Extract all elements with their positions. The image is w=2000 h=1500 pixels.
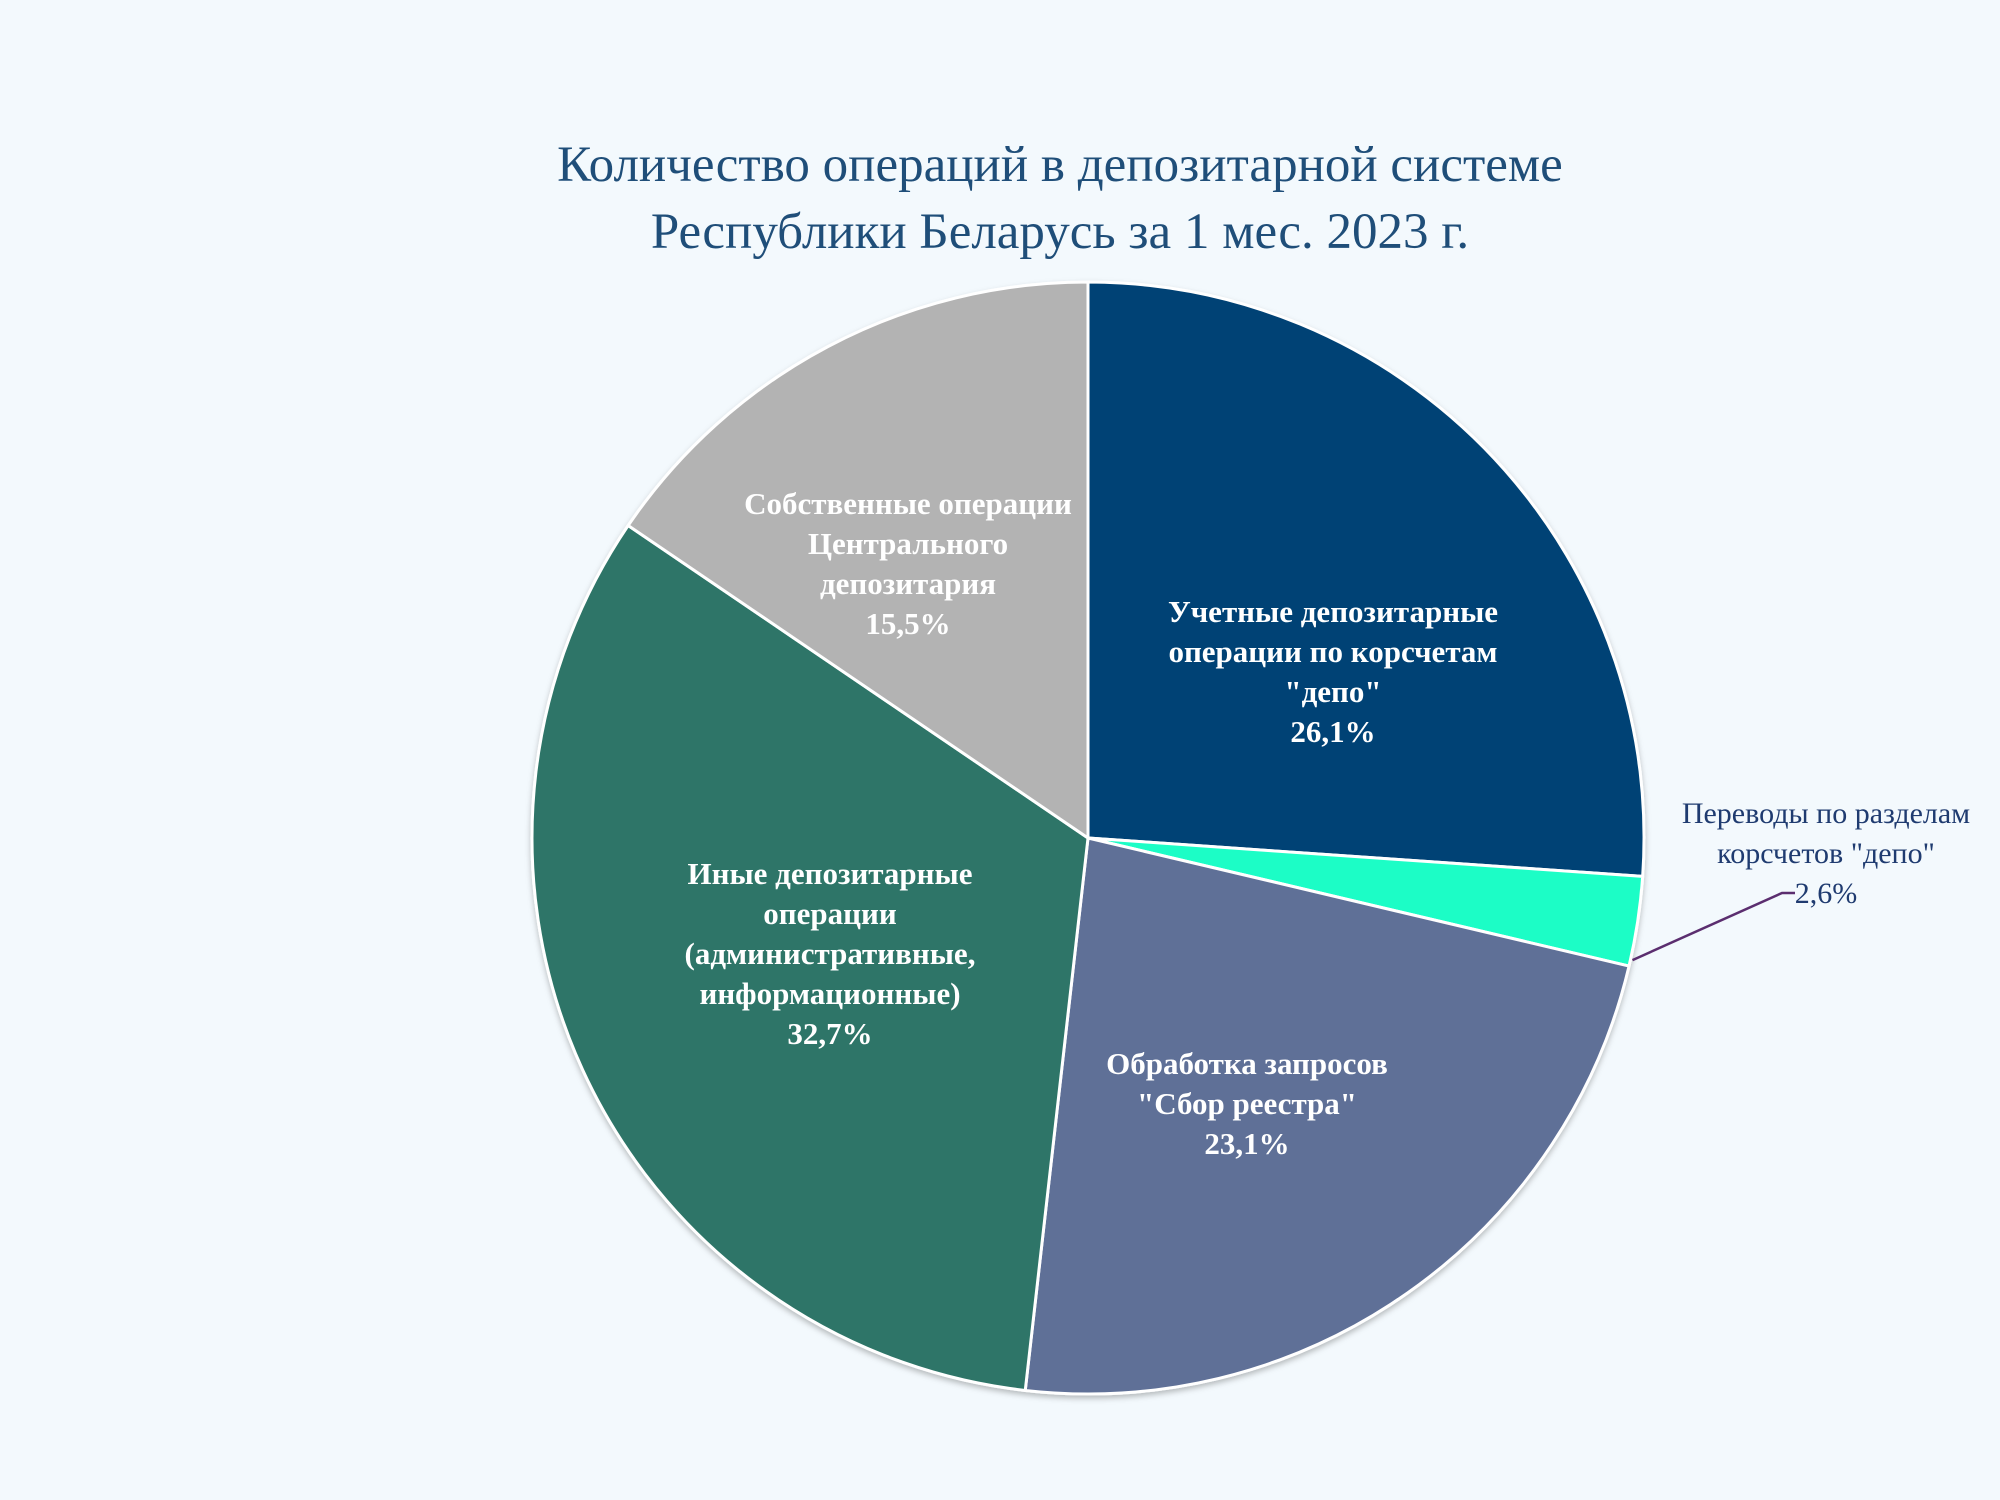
- pie-slice-2: [1023, 836, 1631, 1396]
- slice-label-line: корсчетов "депо": [1717, 837, 1935, 870]
- slice-label-line: депозитария: [820, 566, 996, 601]
- slice-label-line: операции по корсчетам: [1168, 634, 1497, 669]
- slice-label-2: Обработка запросов "Сбор реестра" 23,1%: [1106, 1046, 1388, 1161]
- slice-value-label: 15,5%: [865, 606, 950, 641]
- slice-label-line: Обработка запросов: [1106, 1046, 1388, 1081]
- slice-value-label: 2,6%: [1795, 877, 1858, 910]
- pie-slice-3: [530, 523, 1090, 1392]
- slice-label-line: Учетные депозитарные: [1168, 594, 1498, 629]
- leader-lines: [1631, 891, 1795, 962]
- slice-value-label: 26,1%: [1290, 714, 1375, 749]
- slice-label-line: "депо": [1284, 674, 1381, 709]
- slice-label-line: Переводы по разделам: [1682, 797, 1970, 830]
- slice-label-line: Центрального: [808, 526, 1008, 561]
- slice-label-4: Собственные операции Центрального депозита…: [744, 486, 1072, 641]
- slice-label-line: Иные депозитарные: [688, 856, 973, 891]
- chart-title: Количество операций в депозитарной систе…: [420, 132, 1700, 266]
- pie-slice-0: [1086, 280, 1646, 878]
- slice-value-label: 23,1%: [1204, 1126, 1289, 1161]
- slice-label-line: "Сбор реестра": [1137, 1086, 1357, 1121]
- slice-label-line: информационные): [699, 976, 960, 1011]
- slice-value-label: 32,7%: [787, 1016, 872, 1051]
- chart-title-line-2: Республики Беларусь за 1 мес. 2023 г.: [650, 204, 1470, 260]
- leader-line-1: [1631, 891, 1795, 962]
- pie-slice-4: [626, 280, 1090, 840]
- slice-label-3: Иные депозитарные операции (административн…: [685, 856, 976, 1051]
- slice-label-line: (административные,: [685, 936, 976, 971]
- slice-label-line: операции: [763, 896, 897, 931]
- chart-title-line-1: Количество операций в депозитарной систе…: [557, 137, 1563, 193]
- pie-slices: [530, 280, 1646, 1396]
- slice-label-1: Переводы по разделам корсчетов "депо" 2,6%: [1682, 797, 1970, 910]
- slice-label-line: Собственные операции: [744, 486, 1072, 521]
- slice-label-0: Учетные депозитарные операции по корсчета…: [1168, 594, 1498, 749]
- slice-labels: Учетные депозитарные операции по корсчета…: [685, 486, 1971, 1161]
